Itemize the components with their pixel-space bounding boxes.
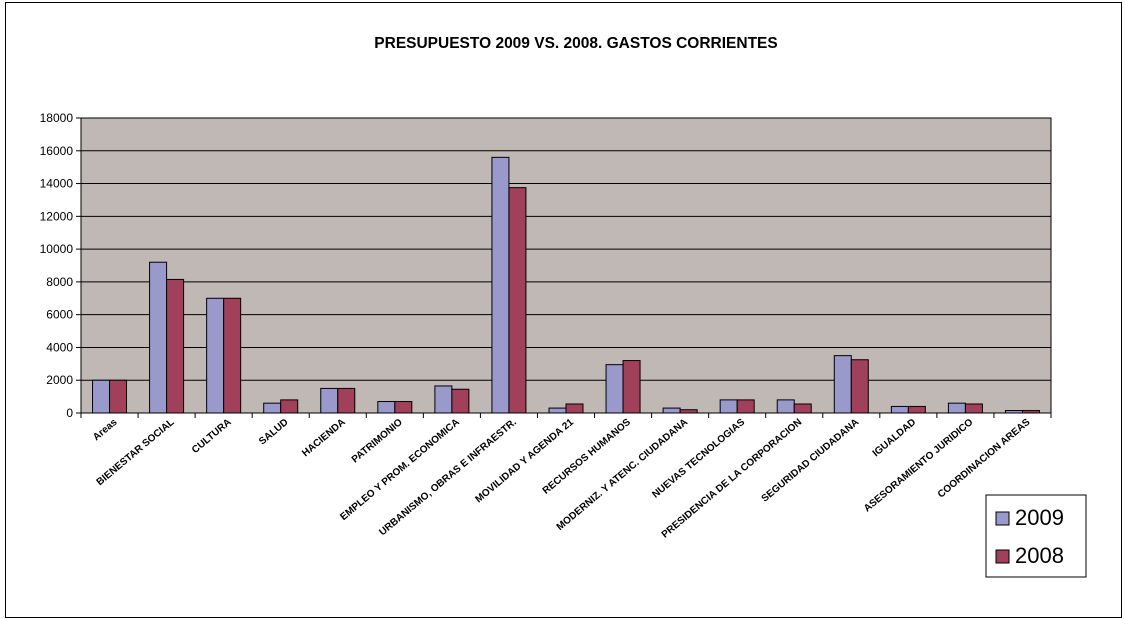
bar-2008 [109, 379, 128, 414]
bar-2008 [166, 278, 185, 414]
x-category-label: SEGURIDAD CIUDADANA [760, 417, 862, 505]
y-tick-label: 2000 [46, 373, 73, 387]
chart-frame: PRESUPUESTO 2009 VS. 2008. GASTOS CORRIE… [5, 2, 1122, 618]
legend-label: 2008 [1015, 543, 1064, 568]
bar-2009 [434, 385, 453, 414]
bar-2009 [491, 156, 510, 414]
y-tick-label: 10000 [40, 242, 74, 256]
x-category-label: COORDINACION AREAS [936, 417, 1033, 501]
x-category-label: MOVILIDAD Y AGENDA 21 [474, 417, 577, 506]
x-category-label: ASESORAMIENTO JURIDICO [862, 417, 976, 515]
bar-2009 [776, 399, 795, 414]
x-category-label: EMPLEO Y PROM. ECONOMICA [338, 417, 461, 523]
x-category-label: SALUD [257, 417, 290, 448]
bar-2009 [263, 402, 282, 414]
y-tick-label: 0 [66, 406, 73, 420]
x-category-label: IGUALDAD [871, 417, 919, 459]
bar-2008 [679, 409, 698, 414]
bar-2008 [907, 405, 926, 414]
bar-2008 [964, 403, 983, 414]
y-tick-label: 12000 [40, 209, 74, 223]
legend: 2009 2008 [985, 494, 1087, 578]
y-tick-label: 18000 [40, 111, 74, 125]
bar-2009 [92, 379, 111, 414]
bar-2009 [548, 407, 567, 414]
bar-2008 [280, 399, 299, 414]
x-category-label: NUEVAS TECNOLOGIAS [650, 417, 747, 501]
legend-swatch-2008 [995, 549, 1010, 564]
bar-2009 [1004, 410, 1023, 414]
bar-2008 [337, 387, 356, 414]
bar-2008 [622, 360, 641, 414]
bar-chart: PRESUPUESTO 2009 VS. 2008. GASTOS CORRIE… [40, 35, 1087, 578]
legend-label: 2009 [1015, 505, 1064, 530]
y-tick-label: 4000 [46, 340, 73, 354]
x-category-label: HACIENDA [300, 417, 348, 459]
y-tick-label: 14000 [40, 177, 74, 191]
bar-2008 [223, 297, 242, 414]
y-tick-label: 8000 [46, 275, 73, 289]
bar-2008 [451, 388, 470, 414]
bar-2009 [320, 387, 339, 414]
legend-swatch-2009 [995, 511, 1010, 526]
bar-2008 [565, 403, 584, 414]
x-category-label: CULTURA [190, 417, 234, 456]
bar-2008 [394, 401, 413, 414]
bar-2009 [719, 399, 738, 414]
x-category-label: PATRIMONIO [350, 417, 405, 466]
bar-2008 [508, 187, 527, 414]
plot-area [80, 117, 1052, 414]
bar-2009 [605, 364, 624, 414]
bar-2009 [947, 402, 966, 414]
bar-2009 [662, 407, 681, 414]
bar-2008 [850, 359, 869, 414]
y-tick-label: 16000 [40, 144, 74, 158]
bar-2009 [206, 297, 225, 414]
bar-2008 [793, 403, 812, 414]
bar-2008 [736, 399, 755, 414]
bar-2009 [149, 261, 168, 414]
bar-2009 [833, 355, 852, 414]
bar-2009 [890, 405, 909, 414]
x-category-label: Areas [91, 417, 120, 444]
bar-2008 [1021, 410, 1040, 414]
chart-title: PRESUPUESTO 2009 VS. 2008. GASTOS CORRIE… [374, 35, 777, 52]
y-tick-label: 6000 [46, 308, 73, 322]
bar-2009 [377, 401, 396, 414]
